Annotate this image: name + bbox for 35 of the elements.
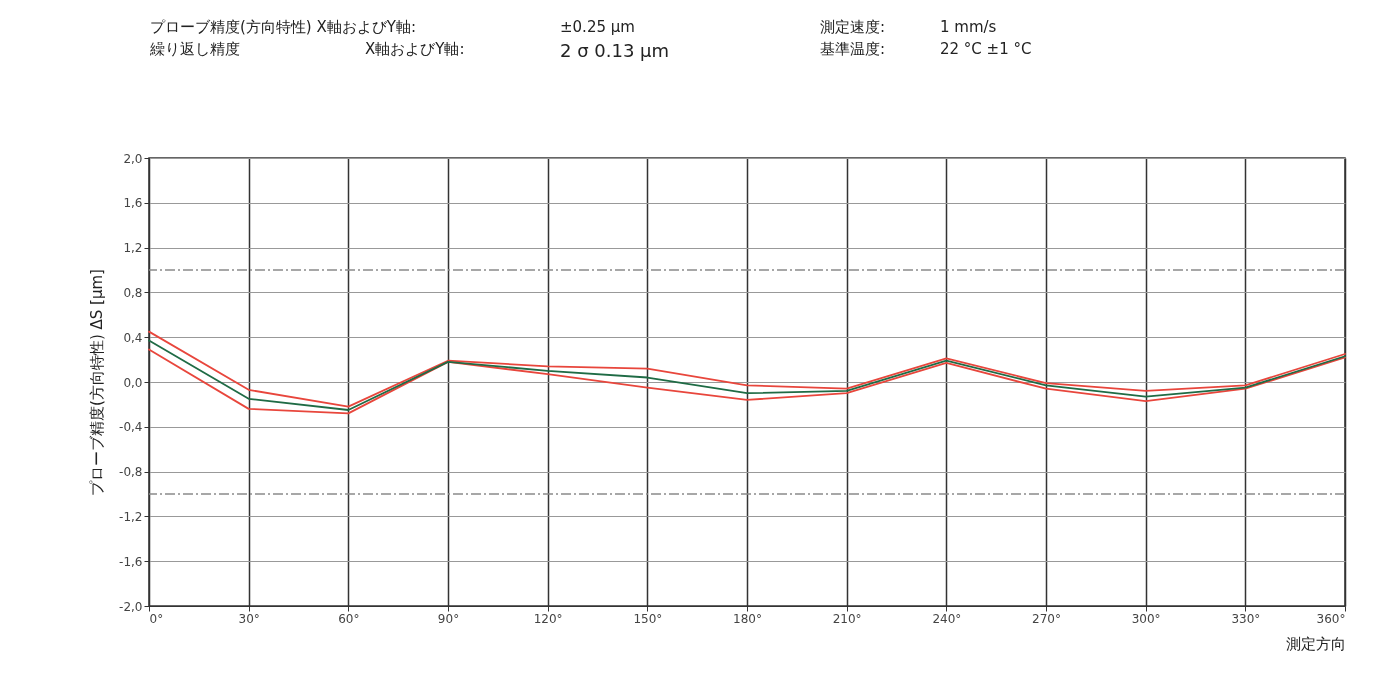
y-tick-label: -1,2 [119,509,143,524]
x-axis-title: 測定方向 [1285,634,1346,653]
text: 測定速度: [820,18,886,37]
x-tick-label: 240° [932,611,962,626]
y-tick-label: 2,0 [123,151,143,166]
x-tick-label: 90° [437,611,460,626]
x-tick-label: 0° [149,611,164,626]
x-tick-label: 210° [832,611,862,626]
y-tick-label: -0,4 [119,420,143,435]
x-tick-label: 30° [238,611,260,626]
x-tick-label: 300° [1131,611,1161,626]
y-tick-label: -2,0 [119,599,143,614]
text: 繰り返し精度 [150,40,240,59]
text: 1 mm/s [940,18,997,36]
y-tick-label: 1,6 [123,196,143,211]
y-axis-title: プローブ精度(方向特性) ΔS [µm] [88,269,107,496]
x-tick-label: 360° [1316,611,1346,626]
y-tick-label: 0,8 [123,285,143,300]
x-tick-label: 270° [1032,611,1061,626]
y-tick-label: -0,8 [119,465,143,480]
x-tick-label: 180° [733,611,762,626]
y-tick-label: -1,6 [119,554,143,569]
text: 2 σ 0.13 µm [560,40,670,61]
y-tick-label: 0,0 [123,375,143,390]
x-tick-label: 330° [1231,611,1261,626]
x-tick-label: 120° [533,611,563,626]
text: 基準温度: [820,40,886,59]
text: プローブ精度(方向特性) X軸およびY軸: [150,18,416,37]
text: ±0.25 µm [560,18,635,36]
x-tick-label: 60° [338,611,360,626]
text: 22 °C ±1 °C [940,40,1032,58]
x-tick-label: 150° [633,611,663,626]
y-tick-label: 0,4 [123,330,143,345]
y-tick-label: 1,2 [123,241,143,256]
text: X軸およびY軸: [365,40,465,59]
